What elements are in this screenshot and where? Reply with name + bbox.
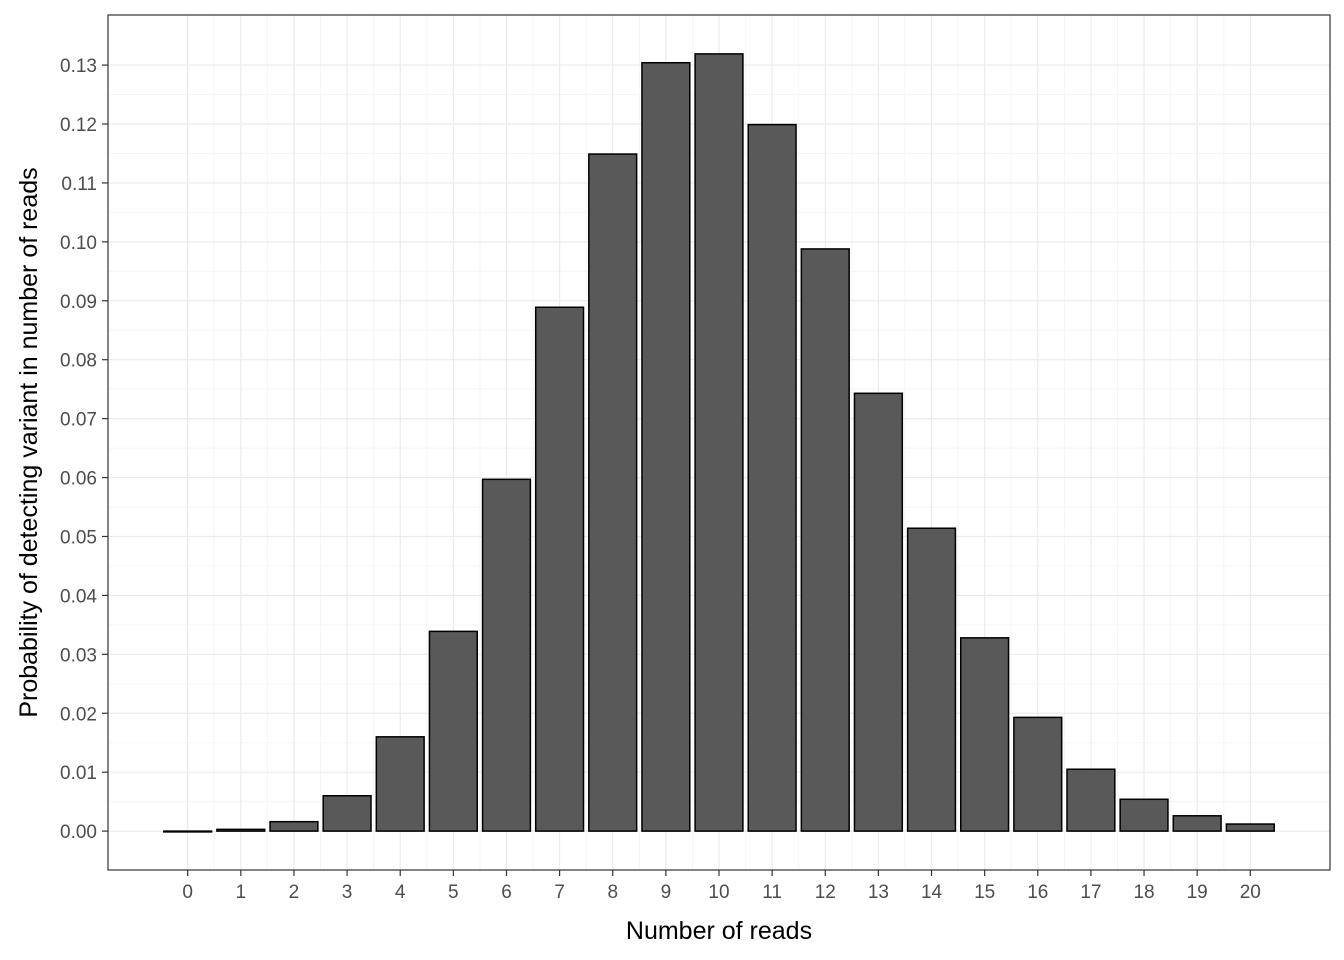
x-tick-label: 12 bbox=[815, 882, 836, 903]
y-tick-label: 0.02 bbox=[60, 704, 97, 725]
x-tick-label: 3 bbox=[342, 882, 353, 903]
bars bbox=[163, 53, 1275, 833]
x-tick-label: 1 bbox=[236, 882, 247, 903]
bar-12 bbox=[800, 248, 850, 832]
x-tick-label: 0 bbox=[182, 882, 193, 903]
y-tick-label: 0.01 bbox=[60, 763, 97, 784]
y-tick-label: 0.06 bbox=[60, 469, 97, 490]
x-tick-label: 9 bbox=[661, 882, 672, 903]
bar-8 bbox=[588, 153, 638, 832]
x-tick-label: 16 bbox=[1027, 882, 1048, 903]
bar-11 bbox=[747, 123, 797, 832]
bar-17 bbox=[1066, 768, 1116, 832]
y-tick-label: 0.05 bbox=[60, 527, 97, 548]
y-tick-label: 0.00 bbox=[60, 822, 97, 843]
y-tick-label: 0.07 bbox=[60, 410, 97, 431]
bar-14 bbox=[906, 527, 957, 832]
bar-18 bbox=[1119, 798, 1169, 832]
x-tick-label: 8 bbox=[607, 882, 618, 903]
bar-3 bbox=[322, 795, 372, 832]
bar-19 bbox=[1172, 815, 1222, 832]
bar-13 bbox=[853, 392, 904, 832]
x-tick-label: 7 bbox=[554, 882, 565, 903]
x-tick-label: 14 bbox=[921, 882, 943, 903]
bar-2 bbox=[269, 820, 319, 832]
y-tick-label: 0.13 bbox=[60, 56, 97, 77]
x-tick-label: 20 bbox=[1240, 882, 1261, 903]
bar-9 bbox=[641, 61, 691, 832]
x-tick-label: 18 bbox=[1133, 882, 1154, 903]
y-tick-label: 0.09 bbox=[60, 292, 97, 313]
x-axis-title: Number of reads bbox=[626, 917, 812, 945]
x-tick-label: 4 bbox=[395, 882, 406, 903]
bar-1 bbox=[216, 828, 266, 832]
x-tick-label: 6 bbox=[501, 882, 512, 903]
x-tick-label: 13 bbox=[868, 882, 889, 903]
x-axis-ticks: 0 1 2 3 4 5 6 7 8 9 10 11 12 13 14 15 16 17 18 19 20 bbox=[182, 870, 1261, 903]
bar-16 bbox=[1013, 716, 1063, 832]
x-tick-label: 19 bbox=[1187, 882, 1208, 903]
x-tick-label: 5 bbox=[448, 882, 459, 903]
bar-7 bbox=[534, 306, 585, 832]
y-axis-title: Probability of detecting variant in numb… bbox=[15, 167, 43, 717]
y-tick-label: 0.03 bbox=[60, 645, 97, 666]
x-tick-label: 10 bbox=[708, 882, 729, 903]
bar-6 bbox=[481, 478, 532, 832]
x-tick-label: 15 bbox=[974, 882, 995, 903]
x-tick-label: 17 bbox=[1080, 882, 1101, 903]
y-tick-label: 0.10 bbox=[60, 233, 97, 254]
y-axis-ticks: 0.00 0.01 0.02 0.03 0.04 0.05 0.06 0.07 0.08 0.09… bbox=[60, 56, 108, 843]
y-tick-label: 0.12 bbox=[60, 115, 97, 136]
x-tick-label: 2 bbox=[289, 882, 300, 903]
y-tick-label: 0.08 bbox=[60, 351, 97, 372]
y-tick-label: 0.11 bbox=[61, 174, 97, 195]
bar-20 bbox=[1225, 823, 1275, 832]
x-tick-label: 11 bbox=[762, 882, 782, 903]
bar-4 bbox=[375, 736, 425, 832]
bar-10 bbox=[694, 53, 744, 832]
y-tick-label: 0.04 bbox=[60, 586, 97, 607]
bar-0 bbox=[163, 830, 213, 833]
bar-5 bbox=[428, 630, 479, 832]
bar-15 bbox=[959, 637, 1010, 832]
